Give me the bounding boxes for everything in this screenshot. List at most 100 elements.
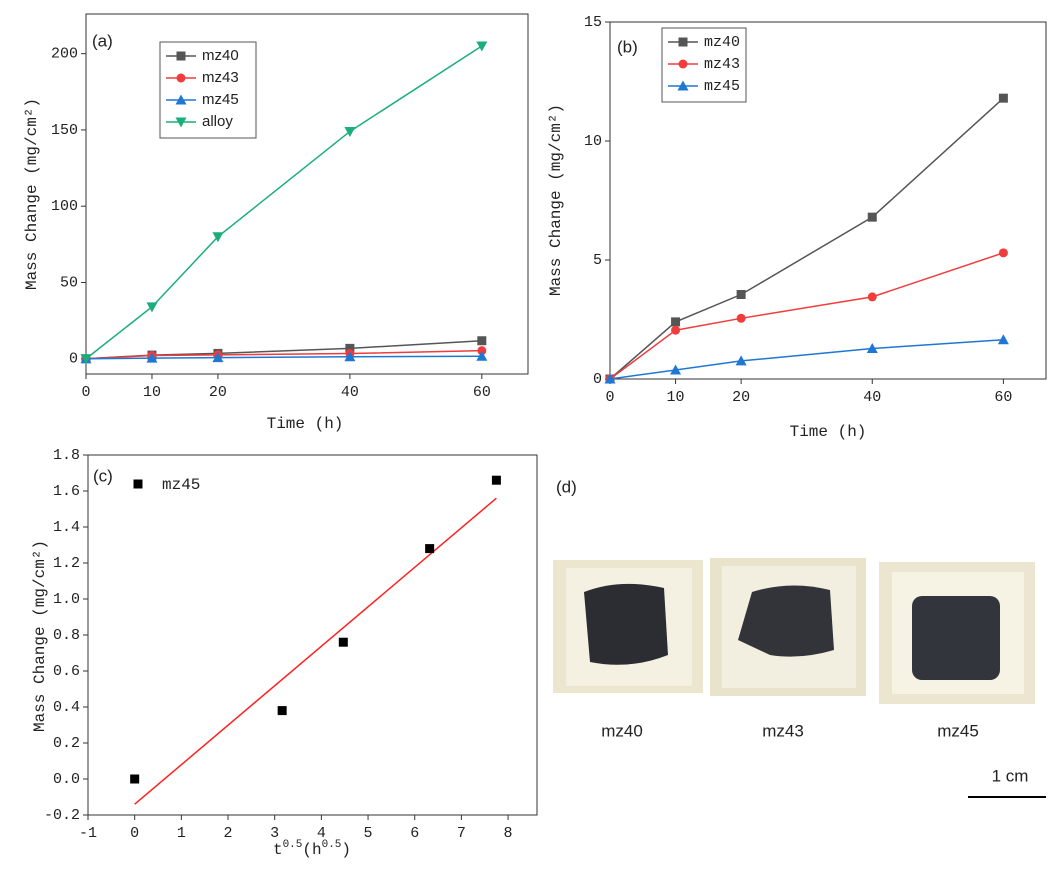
sample-block bbox=[912, 596, 1000, 680]
x-tick-label: 0 bbox=[130, 825, 139, 842]
legend-marker bbox=[677, 80, 689, 91]
marker bbox=[338, 637, 348, 647]
marker bbox=[671, 317, 681, 327]
x-tick-label: -1 bbox=[79, 825, 97, 842]
legend-marker bbox=[678, 59, 688, 69]
marker bbox=[867, 292, 877, 302]
marker bbox=[867, 212, 877, 222]
y-tick-label: 200 bbox=[51, 46, 78, 63]
y-tick-label: 0.2 bbox=[53, 735, 80, 752]
marker bbox=[866, 343, 878, 354]
y-tick-label: 5 bbox=[593, 252, 602, 269]
marker bbox=[344, 126, 356, 137]
sample-label: mz45 bbox=[937, 721, 979, 740]
x-tick-label: 4 bbox=[317, 825, 326, 842]
marker bbox=[736, 290, 746, 300]
marker bbox=[998, 248, 1008, 258]
x-tick-label: 60 bbox=[473, 384, 491, 401]
x-tick-label: 3 bbox=[270, 825, 279, 842]
y-tick-label: 1.6 bbox=[53, 483, 80, 500]
y-tick-label: 10 bbox=[584, 133, 602, 150]
x-tick-label: 2 bbox=[224, 825, 233, 842]
marker bbox=[344, 351, 356, 362]
marker bbox=[477, 336, 487, 346]
y-tick-label: 0.4 bbox=[53, 699, 80, 716]
legend-label: mz45 bbox=[704, 78, 740, 95]
x-tick-label: 0 bbox=[605, 389, 614, 406]
marker bbox=[277, 706, 287, 716]
y-tick-label: 0 bbox=[593, 371, 602, 388]
x-axis-label-part: 0.5 bbox=[283, 839, 303, 851]
series-line bbox=[609, 252, 1004, 380]
x-tick-label: 10 bbox=[143, 384, 161, 401]
x-axis-label-part: (h bbox=[302, 841, 321, 859]
x-axis-label-part: 0.5 bbox=[322, 839, 342, 851]
legend-label: mz45 bbox=[202, 91, 239, 108]
marker bbox=[477, 346, 487, 356]
y-tick-label: 15 bbox=[584, 14, 602, 31]
legend-box bbox=[661, 27, 747, 103]
legend-marker bbox=[678, 37, 688, 47]
y-tick-label: -0.2 bbox=[44, 807, 80, 824]
fit-line bbox=[134, 497, 497, 805]
y-tick-label: 50 bbox=[60, 274, 78, 291]
marker bbox=[491, 475, 501, 485]
marker bbox=[604, 373, 616, 384]
x-axis-label: Time (h) bbox=[790, 423, 867, 441]
y-tick-label: 100 bbox=[51, 198, 78, 215]
marker bbox=[146, 302, 158, 313]
marker bbox=[212, 352, 224, 363]
x-tick-label: 0 bbox=[81, 384, 90, 401]
panel-title: (b) bbox=[617, 37, 638, 56]
y-tick-label: 150 bbox=[51, 122, 78, 139]
panel-label: (d) bbox=[556, 477, 577, 496]
plot-frame bbox=[87, 454, 538, 816]
y-tick-label: 1.2 bbox=[53, 555, 80, 572]
y-tick-label: 0.8 bbox=[53, 627, 80, 644]
marker bbox=[997, 334, 1009, 345]
legend-label: alloy bbox=[202, 113, 233, 130]
x-tick-label: 60 bbox=[994, 389, 1012, 406]
x-tick-label: 1 bbox=[177, 825, 186, 842]
legend-label: mz40 bbox=[202, 47, 239, 64]
marker bbox=[212, 232, 224, 243]
x-tick-label: 10 bbox=[667, 389, 685, 406]
x-tick-label: 7 bbox=[457, 825, 466, 842]
sample-label: mz40 bbox=[601, 721, 643, 740]
plot-frame bbox=[85, 13, 529, 375]
marker bbox=[998, 93, 1008, 103]
legend-marker bbox=[133, 479, 143, 489]
scale-bar-label: 1 cm bbox=[992, 766, 1029, 785]
marker bbox=[345, 343, 355, 353]
sample-label: mz43 bbox=[762, 721, 804, 740]
legend-marker bbox=[175, 117, 187, 128]
x-axis-label-part: t bbox=[273, 841, 283, 859]
marker bbox=[146, 352, 158, 363]
x-axis-label: Time (h) bbox=[267, 415, 344, 433]
marker bbox=[476, 41, 488, 52]
photo-panel: (d) mz40 mz43 mz45 1 cm bbox=[553, 477, 1046, 798]
x-tick-label: 40 bbox=[863, 389, 881, 406]
marker bbox=[735, 355, 747, 366]
x-axis-label: t0.5(h0.5) bbox=[273, 839, 351, 859]
y-axis-label: Mass Change (mg/cm²) bbox=[23, 98, 41, 290]
x-tick-label: 5 bbox=[364, 825, 373, 842]
legend-label: mz45 bbox=[162, 476, 200, 494]
series-line bbox=[609, 97, 1004, 380]
y-axis-label: Mass Change (mg/cm²) bbox=[31, 540, 49, 732]
y-tick-label: 0.6 bbox=[53, 663, 80, 680]
marker bbox=[476, 350, 488, 361]
y-axis-label: Mass Change (mg/cm²) bbox=[547, 104, 565, 296]
marker bbox=[671, 325, 681, 335]
x-tick-label: 20 bbox=[732, 389, 750, 406]
series-line bbox=[609, 338, 1004, 380]
x-tick-label: 6 bbox=[410, 825, 419, 842]
marker bbox=[425, 544, 435, 554]
y-tick-label: 1.4 bbox=[53, 519, 80, 536]
y-tick-label: 1.0 bbox=[53, 591, 80, 608]
y-tick-label: 1.8 bbox=[53, 447, 80, 464]
x-axis-label-part: ) bbox=[341, 841, 351, 859]
marker bbox=[80, 354, 92, 365]
legend-marker bbox=[175, 94, 187, 105]
